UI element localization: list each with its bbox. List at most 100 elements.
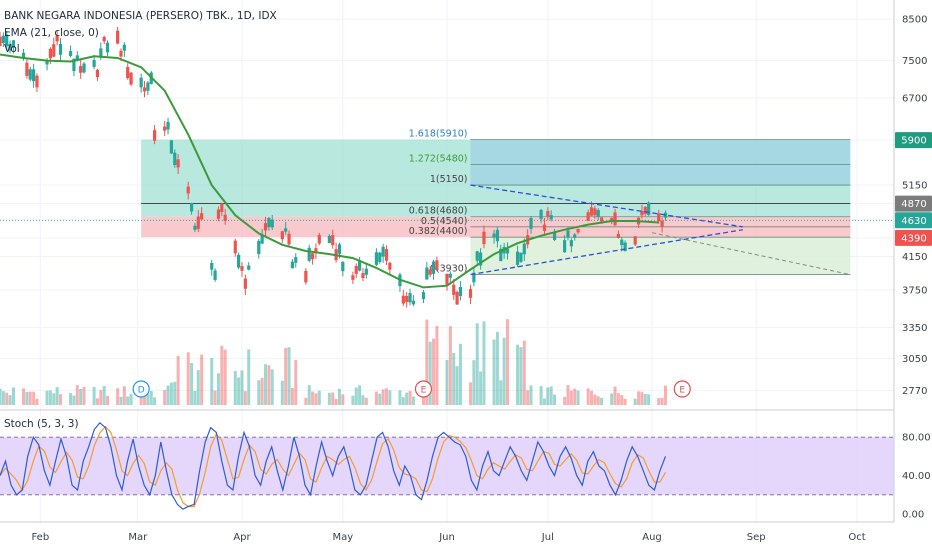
volume-bar: [519, 347, 523, 405]
volume-bar: [529, 385, 533, 405]
vol-legend[interactable]: Vol: [4, 43, 20, 55]
volume-bar: [290, 388, 294, 405]
candle-body: [647, 202, 651, 216]
price-badge-label: 5900: [901, 136, 926, 147]
candle-body: [21, 52, 26, 59]
candle-body: [68, 51, 73, 56]
candle-body: [102, 36, 106, 42]
volume-bar: [169, 382, 173, 405]
candle-body: [290, 261, 294, 269]
trendline-lower: [470, 229, 743, 276]
x-tick-label: Apr: [233, 532, 251, 543]
stoch-tick-label: 80.00: [902, 433, 931, 444]
volume-bar: [35, 398, 39, 405]
fib-label: 0(3930): [430, 264, 468, 275]
candle-body: [593, 208, 597, 216]
candle-body: [52, 44, 56, 57]
candle-body: [620, 239, 624, 246]
candle-body: [657, 213, 661, 222]
candle-body: [573, 234, 577, 238]
volume-bar: [220, 345, 224, 405]
candle-body: [99, 48, 103, 58]
volume-bar: [526, 390, 530, 405]
volume-bar: [95, 398, 99, 405]
candle-body: [173, 152, 177, 165]
ema-legend[interactable]: EMA (21, close, 0): [4, 27, 99, 39]
volume-bar: [216, 373, 220, 405]
x-tick-label: Oct: [848, 532, 865, 543]
candle-body: [200, 213, 204, 220]
candle-body: [116, 30, 120, 44]
candle-body: [25, 62, 29, 76]
volume-bar: [637, 391, 641, 405]
candle-body: [233, 240, 237, 254]
volume-bar: [72, 395, 76, 405]
volume-bar: [505, 319, 509, 405]
marker-label: D: [138, 386, 145, 396]
candle-body: [237, 254, 241, 268]
volume-bar: [106, 395, 110, 405]
candle-body: [189, 203, 194, 212]
candle-body: [139, 77, 143, 88]
trendline-upper: [470, 184, 743, 228]
y-tick-label: 6700: [902, 93, 927, 104]
candle-body: [119, 50, 123, 57]
candle-body: [431, 261, 436, 274]
candle-body: [539, 209, 543, 220]
volume-bar: [337, 388, 341, 405]
candle-body: [482, 231, 486, 245]
candle-body: [216, 209, 221, 219]
volume-bar: [600, 397, 604, 405]
candle-body: [358, 261, 362, 271]
stoch-tick-label: 0.00: [902, 510, 924, 521]
volume-bar: [563, 396, 567, 405]
candle-body: [552, 232, 557, 240]
candle-body: [310, 253, 315, 260]
volume-bar: [445, 360, 449, 405]
volume-bar: [92, 387, 96, 405]
volume-bar: [247, 349, 251, 405]
volume-bar: [32, 391, 36, 405]
volume-bar: [586, 388, 590, 405]
candle-body: [542, 224, 547, 231]
volume-bar: [610, 393, 614, 405]
fib-label: 1.618(5910): [409, 129, 468, 140]
x-tick-label: Mar: [128, 532, 148, 543]
volume-bar: [381, 389, 385, 405]
stoch-legend[interactable]: Stoch (5, 3, 3): [4, 418, 79, 430]
volume-bar: [492, 339, 496, 405]
y-tick-label: 7500: [902, 56, 927, 67]
volume-bar: [186, 352, 190, 405]
volume-bar: [378, 393, 382, 405]
volume-bar: [633, 398, 637, 405]
volume-bar: [576, 390, 580, 405]
candle-body: [304, 270, 308, 283]
volume-bar: [411, 396, 415, 405]
candle-body: [48, 48, 53, 59]
volume-bar: [176, 355, 180, 405]
candle-body: [163, 126, 167, 131]
price-badge-label: 4630: [901, 216, 926, 227]
candle-body: [563, 240, 567, 253]
candle-body: [223, 214, 227, 221]
candle-body: [374, 252, 379, 265]
volume-bar: [190, 363, 194, 405]
volume-bar: [596, 396, 600, 405]
volume-bar: [45, 390, 49, 405]
candle-body: [263, 223, 268, 231]
candle-body: [425, 267, 429, 280]
volume-bar: [237, 377, 241, 405]
candle-body: [452, 284, 456, 295]
volume-bar: [341, 394, 345, 405]
volume-bar: [200, 354, 204, 405]
candle-body: [458, 287, 463, 297]
volume-bar: [75, 385, 79, 405]
volume-bar: [663, 385, 667, 405]
volume-bar: [294, 360, 298, 405]
fib-zone-target: [470, 139, 851, 186]
marker-e: [414, 380, 433, 398]
marker-label: E: [679, 386, 685, 396]
candle-body: [623, 242, 627, 252]
